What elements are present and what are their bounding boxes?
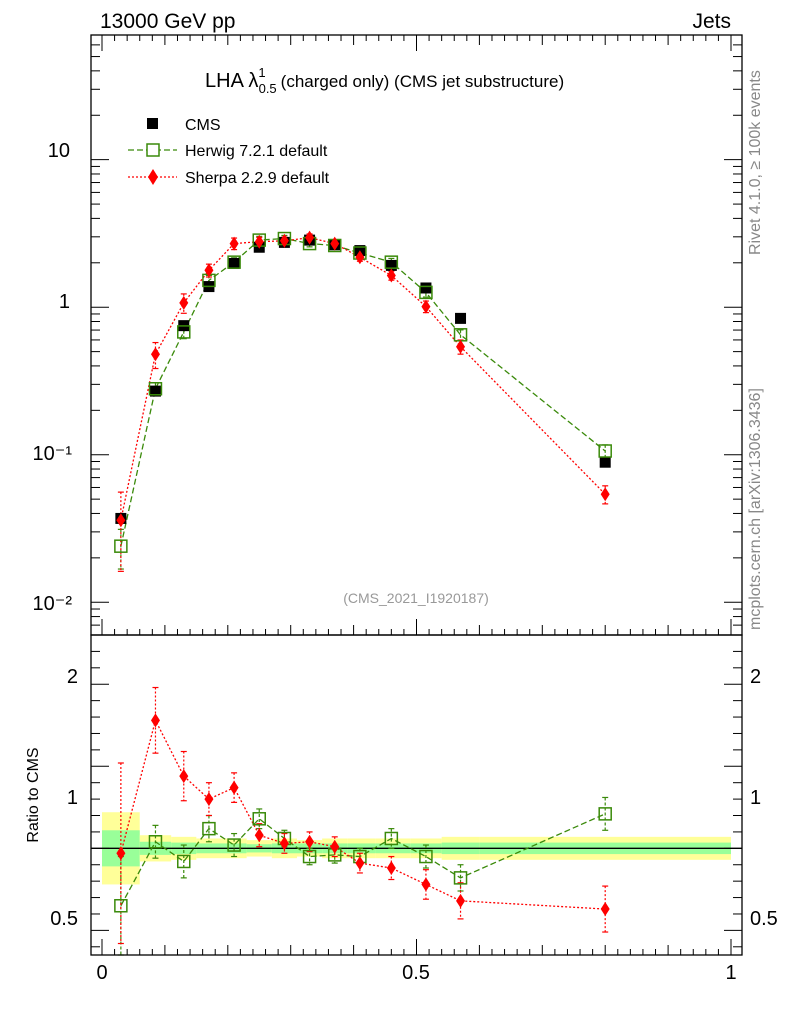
- sherpa-point: [386, 268, 396, 283]
- legend: CMS Herwig 7.2.1 default Sherpa 2.2.9 de…: [128, 117, 330, 187]
- herwig-ratio-point: [177, 854, 191, 869]
- sherpa-point: [116, 513, 126, 528]
- sherpa-ratio-line: [120, 718, 606, 910]
- herwig-point: [419, 285, 433, 300]
- x-tick-label-1: 1: [725, 962, 736, 984]
- cms-point: [599, 456, 611, 468]
- ratio-tick-label-2-right: 2: [750, 666, 761, 688]
- legend-label-sherpa: Sherpa 2.2.9 default: [185, 170, 330, 187]
- sherpa-point: [279, 233, 289, 248]
- x-tick-label-0.5: 0.5: [402, 962, 430, 984]
- herwig-ratio-point: [227, 838, 241, 852]
- y-tick-label-10: 10: [48, 140, 70, 162]
- sherpa-ratio-point: [330, 839, 340, 854]
- y-tick-label-0.01: 10⁻²: [33, 593, 73, 615]
- herwig-point: [384, 255, 399, 269]
- sherpa-ratio-point: [229, 780, 239, 795]
- sherpa-point: [456, 339, 466, 354]
- sherpa-point: [150, 347, 160, 362]
- herwig-ratio-point: [598, 807, 612, 821]
- herwig-ratio-point: [252, 812, 266, 826]
- herwig-ratio-point: [202, 821, 216, 836]
- y-tick-label-1: 1: [59, 291, 70, 313]
- analysis-watermark: (CMS_2021_I1920187): [343, 590, 489, 606]
- sherpa-ratio-point: [386, 861, 396, 876]
- sherpa-ratio-point: [456, 893, 466, 908]
- herwig-point: [114, 539, 128, 553]
- sherpa-point: [600, 487, 610, 502]
- legend-label-cms: CMS: [185, 117, 221, 134]
- herwig-ratio-point: [419, 849, 433, 864]
- process-label: Jets: [692, 10, 731, 33]
- rivet-label: Rivet 4.1.0, ≥ 100k events: [747, 70, 764, 255]
- ratio-tick-label-0.5: 0.5: [50, 908, 78, 930]
- herwig-point: [148, 382, 163, 396]
- sherpa-point: [421, 299, 431, 314]
- legend-marker-sherpa: [148, 169, 158, 185]
- sherpa-ratio-point: [116, 846, 126, 861]
- herwig-ratio-point: [114, 899, 128, 913]
- sherpa-point: [330, 236, 340, 251]
- main-panel-data: [114, 230, 612, 572]
- sherpa-ratio-point: [179, 769, 189, 784]
- sherpa-point: [305, 230, 315, 245]
- ratio-tick-label-1: 1: [67, 787, 78, 809]
- ratio-tick-label-1-right: 1: [750, 787, 761, 809]
- x-tick-label-0: 0: [96, 962, 107, 984]
- herwig-point: [598, 444, 612, 458]
- sherpa-ratio-point: [254, 828, 264, 843]
- ratio-frame: [90, 634, 743, 956]
- mcplots-label: mcplots.cern.ch [arXiv:1306.3436]: [747, 388, 764, 630]
- sherpa-point: [355, 250, 365, 265]
- plot-title: LHA λ1 0.5 (charged only) (CMS jet substru…: [205, 65, 564, 96]
- cms-point: [228, 257, 240, 269]
- sherpa-ratio-point: [279, 836, 289, 851]
- ratio-panel-data: [91, 686, 742, 956]
- cms-point: [385, 259, 397, 271]
- cms-point: [149, 385, 161, 397]
- herwig-ratio-point: [453, 871, 468, 885]
- sherpa-ratio-point: [355, 856, 365, 871]
- sherpa-ratio-point: [150, 713, 160, 728]
- ratio-tick-label-2: 2: [67, 666, 78, 688]
- sherpa-ratio-point: [204, 792, 214, 807]
- sherpa-ratio-point: [305, 834, 315, 849]
- herwig-main-line: [120, 237, 606, 547]
- sherpa-main-line: [120, 237, 606, 521]
- herwig-point: [227, 255, 241, 269]
- sherpa-point: [204, 263, 214, 278]
- legend-marker-cms: [147, 118, 158, 129]
- herwig-ratio-point: [302, 849, 317, 864]
- sherpa-ratio-point: [600, 902, 610, 917]
- herwig-ratio-point: [148, 835, 163, 849]
- ratio-axis-label: Ratio to CMS: [25, 747, 42, 842]
- sherpa-point: [179, 295, 189, 310]
- legend-label-herwig: Herwig 7.2.1 default: [185, 143, 328, 160]
- cms-point: [455, 312, 467, 324]
- energy-label: 13000 GeV pp: [100, 10, 235, 33]
- ratio-tick-label-0.5-right: 0.5: [750, 908, 778, 930]
- cms-point: [420, 282, 432, 294]
- y-tick-label-0.1: 10⁻¹: [33, 443, 73, 465]
- sherpa-point: [254, 234, 264, 249]
- herwig-point: [177, 325, 191, 339]
- sherpa-ratio-point: [421, 877, 431, 892]
- sherpa-point: [229, 236, 239, 251]
- legend-marker-herwig: [146, 143, 160, 157]
- herwig-ratio-point: [384, 831, 399, 846]
- axis-ticks: [91, 34, 742, 955]
